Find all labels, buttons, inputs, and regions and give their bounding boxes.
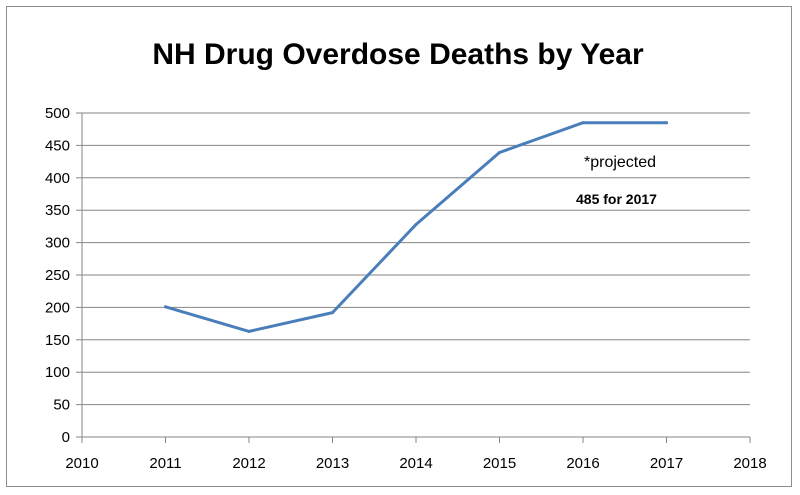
grid-lines — [82, 112, 750, 406]
x-tick-label-2011: 2011 — [149, 455, 181, 472]
x-tick-label-2015: 2015 — [483, 455, 516, 472]
annotation-projected: *projected — [584, 154, 656, 171]
y-tick-label-250: 250 — [45, 267, 70, 284]
data-point-2014 — [414, 222, 418, 226]
data-point-2016 — [581, 121, 585, 125]
y-tick-label-300: 300 — [45, 235, 70, 252]
y-axis-ticks: 0 50 100 150 200 250 300 350 400 450 500 — [45, 105, 82, 446]
data-point-2017 — [665, 121, 668, 125]
y-tick-label-500: 500 — [45, 105, 70, 122]
x-tick-label-2013: 2013 — [316, 455, 349, 472]
chart-title: NH Drug Overdose Deaths by Year — [152, 38, 644, 71]
data-point-2011 — [164, 305, 167, 309]
x-axis-ticks: 2010 2011 2012 2013 2014 2015 2016 2017 2018 — [65, 437, 767, 472]
y-tick-label-450: 450 — [45, 137, 70, 154]
y-tick-label-400: 400 — [45, 170, 70, 187]
x-tick-label-2010: 2010 — [65, 455, 98, 472]
x-tick-label-2018: 2018 — [733, 455, 766, 472]
x-tick-label-2016: 2016 — [566, 455, 599, 472]
x-tick-label-2012: 2012 — [232, 455, 265, 472]
data-point-2013 — [331, 311, 334, 315]
y-tick-label-50: 50 — [53, 397, 70, 414]
y-tick-label-150: 150 — [45, 332, 70, 349]
x-tick-label-2014: 2014 — [399, 455, 432, 472]
y-tick-label-200: 200 — [45, 299, 70, 316]
series-group — [164, 121, 668, 333]
y-tick-label-100: 100 — [45, 364, 70, 381]
y-tick-label-350: 350 — [45, 202, 70, 219]
x-tick-label-2017: 2017 — [650, 455, 683, 472]
annotation-485-for-2017: 485 for 2017 — [576, 191, 657, 207]
data-point-2012 — [247, 329, 251, 333]
data-point-2015 — [498, 151, 501, 155]
y-tick-label-0: 0 — [62, 429, 70, 446]
chart-frame — [6, 6, 792, 487]
